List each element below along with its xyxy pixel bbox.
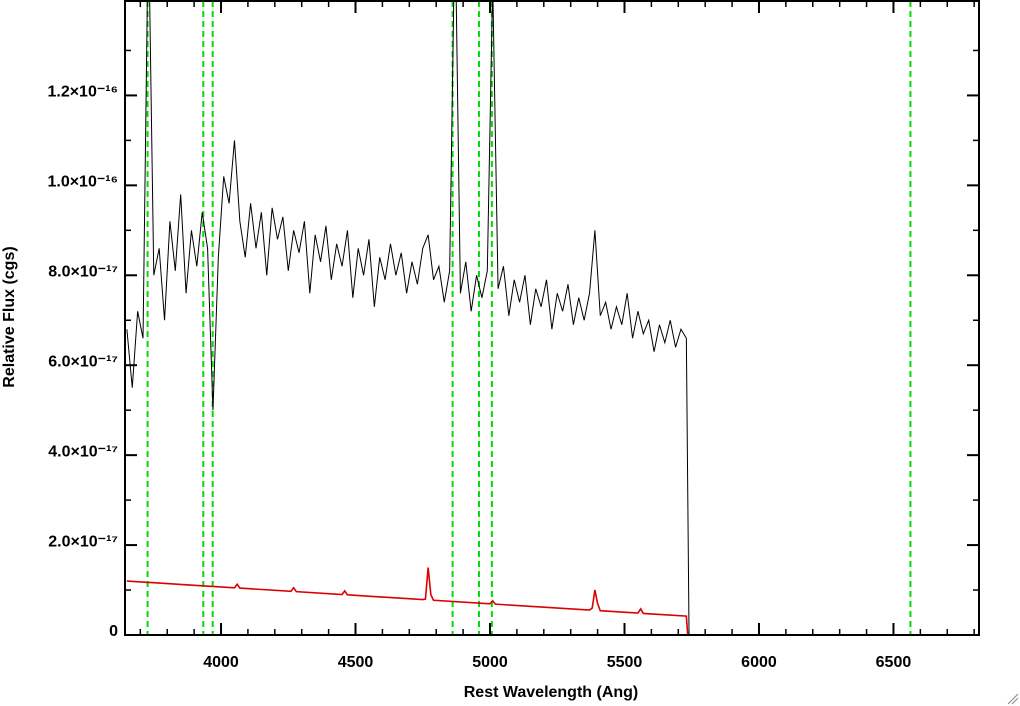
- y-tick-label: 6.0×10⁻¹⁷: [48, 353, 118, 370]
- y-tick-label: 2.0×10⁻¹⁷: [48, 533, 118, 550]
- x-tick-label: 6000: [741, 654, 777, 671]
- spectrum-line: [126, 567, 979, 635]
- spectrum-line: [126, 1, 979, 635]
- x-tick-label: 5000: [472, 654, 508, 671]
- x-tick-label: 4500: [338, 654, 374, 671]
- x-tick-label: 4000: [203, 654, 239, 671]
- y-tick-label: 1.0×10⁻¹⁶: [47, 174, 118, 191]
- x-tick-label: 6500: [876, 654, 912, 671]
- x-axis-label: Rest Wavelength (Ang): [464, 684, 639, 701]
- plot-area: [126, 1, 979, 635]
- resize-grip: [1007, 693, 1019, 705]
- y-tick-label: 1.2×10⁻¹⁶: [47, 84, 118, 101]
- x-tick-label: 5500: [607, 654, 643, 671]
- y-tick-label: 0: [109, 623, 118, 640]
- y-tick-label: 8.0×10⁻¹⁷: [48, 264, 118, 281]
- y-axis-label: Relative Flux (cgs): [1, 246, 18, 387]
- plot-frame: [124, 0, 980, 636]
- y-tick-label: 4.0×10⁻¹⁷: [48, 443, 118, 460]
